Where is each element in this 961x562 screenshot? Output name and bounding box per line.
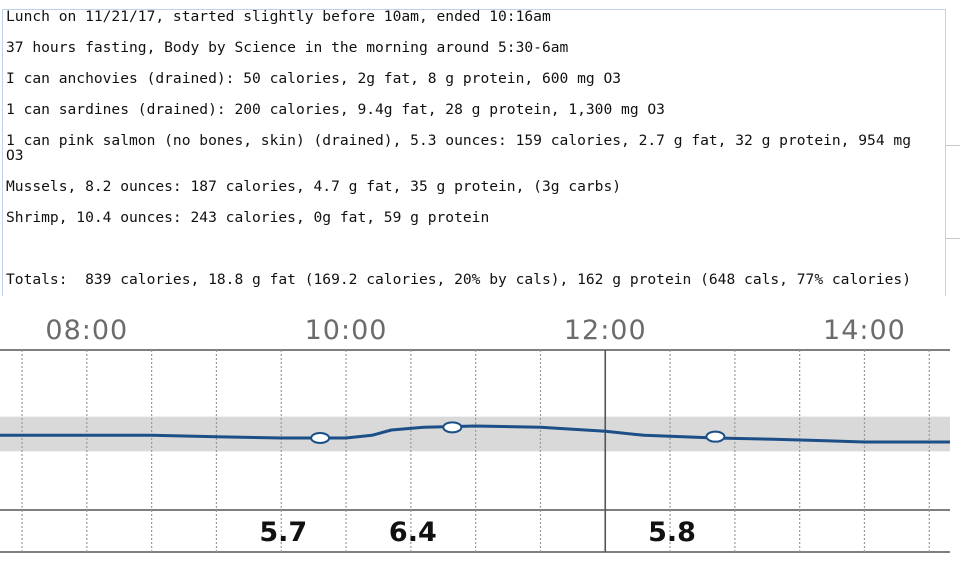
note-line-totals: Totals: 839 calories, 18.8 g fat (169.2 … — [6, 271, 911, 288]
notes-top-border — [2, 9, 946, 10]
note-line-lunch: Lunch on 11/21/17, started slightly befo… — [6, 8, 551, 25]
note-line-fasting: 37 hours fasting, Body by Science in the… — [6, 39, 569, 56]
glucose-reading-marker — [442, 421, 463, 434]
meal-notes-panel: Lunch on 11/21/17, started slightly befo… — [2, 0, 946, 296]
note-line-sardines: 1 can sardines (drained): 200 calories, … — [6, 101, 665, 118]
x-tick-label: 10:00 — [305, 315, 388, 346]
x-tick-label: 14:00 — [823, 315, 906, 346]
notes-right-border — [945, 9, 946, 296]
note-line-salmon-cont: O3 — [6, 147, 24, 164]
note-line-anchovies: I can anchovies (drained): 50 calories, … — [6, 70, 622, 87]
note-line-salmon: 1 can pink salmon (no bones, skin) (drai… — [6, 132, 911, 149]
glucose-value-label: 5.8 — [648, 517, 696, 548]
glucose-chart-svg: 08:00 10:00 12:00 14:00 5.7 6.4 5.8 — [0, 315, 950, 553]
glucose-chart: 08:00 10:00 12:00 14:00 5.7 6.4 5.8 — [0, 300, 961, 562]
note-line-shrimp: Shrimp, 10.4 ounces: 243 calories, 0g fa… — [6, 209, 490, 226]
edge-mark — [946, 145, 960, 146]
glucose-reading-marker — [310, 432, 331, 444]
x-tick-label: 12:00 — [564, 315, 647, 346]
notes-left-border — [2, 9, 3, 296]
glucose-value-label: 6.4 — [389, 517, 437, 548]
glucose-reading-marker — [705, 430, 726, 443]
x-tick-label: 08:00 — [45, 315, 128, 346]
glucose-value-label: 5.7 — [259, 517, 307, 548]
glucose-trace-line — [0, 424, 950, 444]
edge-mark — [946, 238, 960, 239]
note-line-mussels: Mussels, 8.2 ounces: 187 calories, 4.7 g… — [6, 178, 622, 195]
